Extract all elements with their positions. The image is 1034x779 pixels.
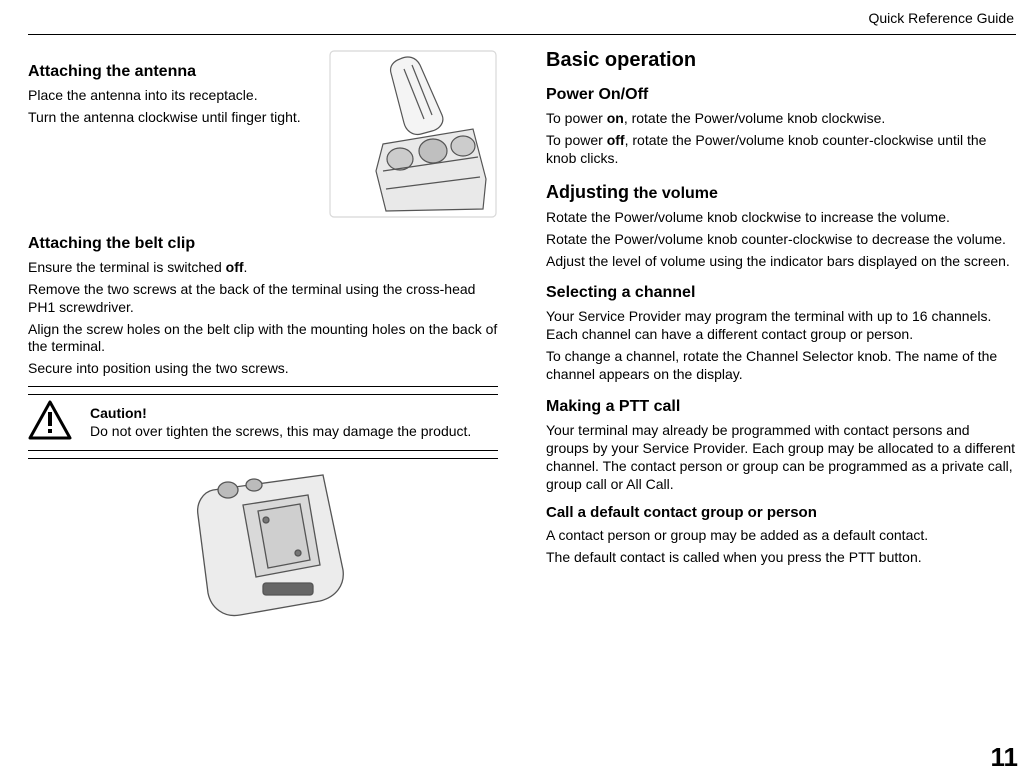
antenna-illustration — [328, 49, 498, 219]
heading-default-contact: Call a default contact group or person — [546, 504, 1016, 521]
channel-text-1: Your Service Provider may program the te… — [546, 308, 1016, 344]
belt-step-1: Ensure the terminal is switched off. — [28, 259, 498, 277]
caution-text: Do not over tighten the screws, this may… — [90, 423, 471, 441]
left-column: Attaching the antenna Place the antenna … — [28, 49, 498, 630]
ptt-text: Your terminal may already be programmed … — [546, 422, 1016, 494]
default-contact-text-1: A contact person or group may be added a… — [546, 527, 1016, 545]
caution-box: Caution! Do not over tighten the screws,… — [28, 386, 498, 459]
heading-basic-operation: Basic operation — [546, 49, 1016, 72]
volume-step-1: Rotate the Power/volume knob clockwise t… — [546, 209, 1016, 227]
top-rule — [28, 34, 1016, 35]
heading-power: Power On/Off — [546, 86, 1016, 104]
antenna-step-2: Turn the antenna clockwise until finger … — [28, 109, 320, 127]
caution-icon — [28, 400, 72, 445]
belt-clip-illustration — [148, 465, 378, 630]
belt-step-3: Align the screw holes on the belt clip w… — [28, 321, 498, 357]
heading-channel: Selecting a channel — [546, 284, 1016, 302]
volume-step-2: Rotate the Power/volume knob counter-clo… — [546, 231, 1016, 249]
heading-volume: Adjusting the volume — [546, 182, 1016, 203]
volume-step-3: Adjust the level of volume using the ind… — [546, 253, 1016, 271]
default-contact-text-2: The default contact is called when you p… — [546, 549, 1016, 567]
heading-antenna: Attaching the antenna — [28, 63, 320, 81]
power-on-text: To power on, rotate the Power/volume kno… — [546, 110, 1016, 128]
power-off-text: To power off, rotate the Power/volume kn… — [546, 132, 1016, 168]
channel-text-2: To change a channel, rotate the Channel … — [546, 348, 1016, 384]
caution-label: Caution! — [90, 405, 147, 421]
right-column: Basic operation Power On/Off To power on… — [546, 49, 1016, 630]
page-number: 11 — [991, 742, 1019, 773]
heading-ptt: Making a PTT call — [546, 398, 1016, 416]
antenna-step-1: Place the antenna into its receptacle. — [28, 87, 320, 105]
running-head: Quick Reference Guide — [28, 10, 1016, 26]
heading-belt-clip: Attaching the belt clip — [28, 235, 320, 253]
belt-step-4: Secure into position using the two screw… — [28, 360, 498, 378]
belt-step-2: Remove the two screws at the back of the… — [28, 281, 498, 317]
